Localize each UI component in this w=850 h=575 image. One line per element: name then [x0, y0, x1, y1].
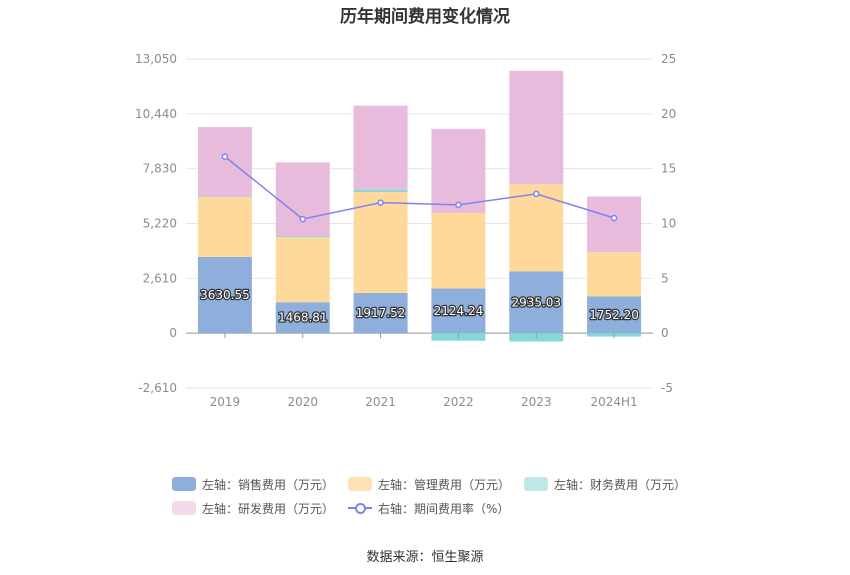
- left-axis-tick-label: 13,050: [135, 52, 177, 66]
- expense-rate-line: [224, 156, 615, 220]
- x-axis-tick-label: 2019: [210, 395, 241, 409]
- x-axis-tick-label: 2024H1: [590, 395, 637, 409]
- left-axis-tick-label: 7,830: [143, 162, 177, 176]
- legend-label-rnd: 左轴：研发费用（万元）: [202, 501, 335, 516]
- sales-data-label: 1468.81: [278, 311, 328, 325]
- bar-segment: [275, 235, 330, 238]
- bar-segment: [587, 296, 642, 334]
- left-axis-tick-label: 10,440: [135, 107, 177, 121]
- bar-segment: [275, 162, 330, 236]
- sales-data-label: 1752.20: [589, 308, 639, 322]
- bar-segment: [431, 288, 486, 334]
- bar-segment: [275, 237, 330, 303]
- legend-label-rate: 右轴：期间费用率（%）: [378, 501, 510, 516]
- legend-swatch-finance: [524, 477, 549, 491]
- bar-segment: [197, 127, 252, 197]
- bar-segment: [587, 252, 642, 297]
- legend-item-sales[interactable]: 左轴：销售费用（万元）: [172, 476, 334, 493]
- bar-segment: [509, 70, 564, 185]
- bar-segment: [197, 256, 252, 334]
- sales-data-label: 2935.03: [511, 295, 561, 309]
- bar-segment: [431, 212, 486, 289]
- right-axis-tick-label: 5: [661, 271, 669, 285]
- legend-label-finance: 左轴：财务费用（万元）: [554, 477, 687, 492]
- expense-rate-point: [455, 201, 462, 209]
- legend-item-rate[interactable]: 右轴：期间费用率（%）: [348, 500, 509, 517]
- legend-label-admin: 左轴：管理费用（万元）: [378, 477, 511, 492]
- x-axis-tick-label: 2022: [443, 395, 474, 409]
- left-axis-tick-label: 2,610: [143, 271, 177, 285]
- data-source: 数据来源：恒生聚源: [366, 550, 484, 565]
- sales-data-label: 3630.55: [200, 288, 250, 302]
- expense-rate-point: [377, 199, 384, 206]
- expense-rate-point: [299, 215, 306, 223]
- chart-legend: 左轴：销售费用（万元） 左轴：管理费用（万元） 左轴：财务费用（万元） 左轴：研…: [172, 472, 692, 520]
- right-axis-tick-label: 15: [661, 162, 676, 176]
- bar-segment: [197, 196, 252, 198]
- bar-segment: [197, 197, 252, 257]
- legend-swatch-rnd: [172, 501, 196, 515]
- legend-item-finance[interactable]: 左轴：财务费用（万元）: [524, 476, 686, 493]
- expense-rate-point: [221, 153, 229, 160]
- sales-data-label: 2124.24: [434, 304, 484, 318]
- sales-data-label: 1917.52: [356, 306, 406, 320]
- bar-segment: [275, 302, 330, 334]
- bar-segment: [509, 184, 564, 272]
- bar-segment: [509, 271, 564, 334]
- right-axis-tick-label: -5: [661, 381, 673, 395]
- bar-segment: [587, 196, 642, 253]
- right-axis-tick-label: 20: [661, 107, 676, 121]
- left-axis-tick-label: 5,220: [143, 217, 177, 231]
- x-axis-tick-label: 2021: [365, 395, 396, 409]
- right-axis-tick-label: 25: [661, 52, 676, 66]
- bar-segment: [353, 292, 408, 334]
- legend-swatch-sales: [172, 477, 196, 491]
- left-axis-tick-label: 0: [169, 326, 177, 340]
- right-axis-tick-label: 10: [661, 217, 676, 231]
- bar-segment: [353, 189, 408, 193]
- bar-segment: [353, 192, 408, 293]
- chart-title: 历年期间费用变化情况: [340, 7, 510, 27]
- legend-swatch-admin: [348, 477, 373, 491]
- right-axis-tick-label: 0: [661, 326, 669, 340]
- x-axis-tick-label: 2023: [521, 395, 552, 409]
- legend-item-rnd[interactable]: 左轴：研发费用（万元）: [172, 500, 334, 517]
- bar-segment: [353, 105, 408, 190]
- chart-plot: 13,050 25 10,440 20 7,830 15 5,220 10 2,610 5 0 0 -2…: [135, 52, 676, 409]
- bar-segment: [431, 128, 486, 213]
- legend-item-admin[interactable]: 左轴：管理费用（万元）: [348, 476, 510, 493]
- left-axis-tick-label: -2,610: [138, 381, 177, 395]
- x-axis-tick-label: 2020: [287, 395, 318, 409]
- expense-rate-point: [533, 190, 540, 198]
- legend-swatch-rate: [348, 501, 373, 515]
- expense-rate-point: [610, 214, 618, 222]
- legend-label-sales: 左轴：销售费用（万元）: [202, 477, 335, 492]
